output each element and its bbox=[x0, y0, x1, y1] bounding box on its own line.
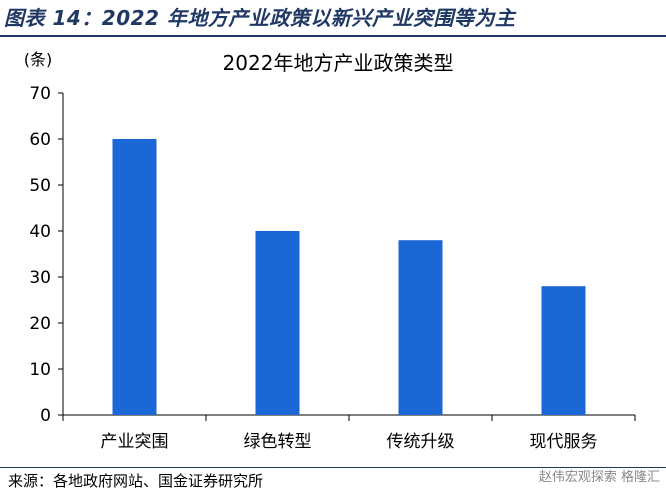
figure-title: 图表 14：2022 年地方产业政策以新兴产业突围等为主 bbox=[4, 6, 516, 30]
bar-chart: 2022年地方产业政策类型 (条) 0 10 20 30 40 50 60 70 产业突围 绿色… bbox=[24, 50, 636, 452]
bar-3 bbox=[398, 240, 443, 415]
x-tick-label: 绿色转型 bbox=[244, 432, 312, 452]
y-tick-label: 40 bbox=[29, 222, 51, 242]
source-note: 来源：各地政府网站、国金证券研究所 bbox=[8, 472, 264, 490]
y-tick-label: 70 bbox=[29, 84, 51, 104]
y-tick-label: 30 bbox=[29, 268, 51, 288]
x-tick-label: 传统升级 bbox=[387, 432, 455, 452]
y-tick-label: 60 bbox=[29, 130, 51, 150]
bar-1 bbox=[112, 139, 157, 415]
watermark: 赵伟宏观探索 格隆汇 bbox=[538, 470, 660, 485]
bar-2 bbox=[255, 231, 300, 415]
bar-4 bbox=[541, 286, 586, 415]
y-tick-label: 50 bbox=[29, 176, 51, 196]
source-rule bbox=[0, 467, 666, 468]
y-tick-label: 10 bbox=[29, 360, 51, 380]
x-tick-label: 产业突围 bbox=[101, 432, 169, 452]
y-axis-unit: (条) bbox=[24, 50, 53, 69]
x-tick-label: 现代服务 bbox=[530, 432, 598, 452]
y-tick-label: 20 bbox=[29, 314, 51, 334]
y-tick-label: 0 bbox=[40, 406, 51, 426]
title-rule bbox=[0, 35, 666, 37]
chart-title: 2022年地方产业政策类型 bbox=[223, 51, 454, 75]
